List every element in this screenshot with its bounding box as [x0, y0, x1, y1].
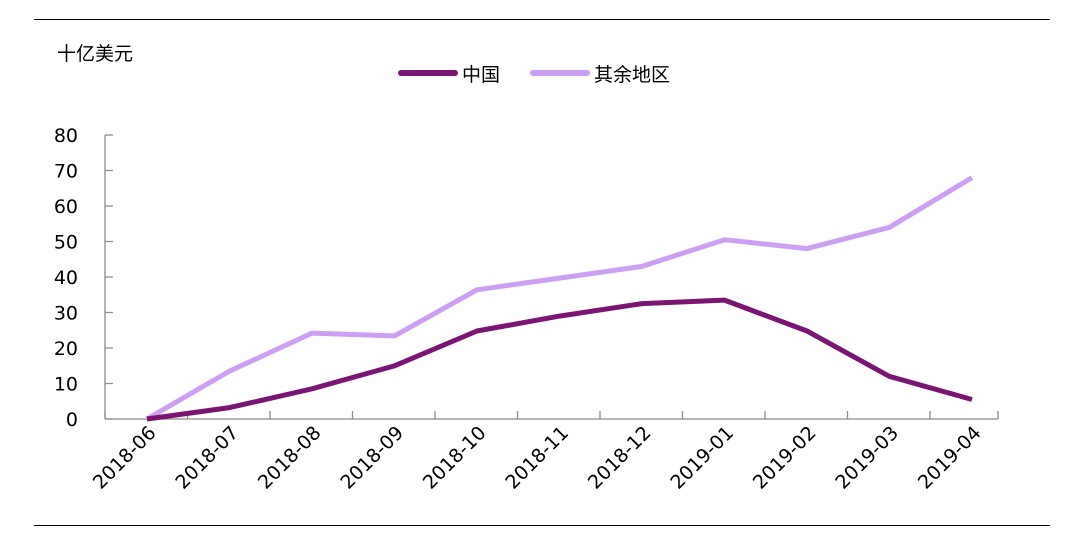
series-line-rest [145, 175, 974, 422]
series-line-china [146, 297, 973, 422]
y-tick-label: 60 [54, 196, 78, 218]
x-tick-label: 2019-01 [666, 422, 738, 494]
x-tick-label: 2018-12 [584, 422, 656, 494]
x-tick-label: 2018-11 [501, 422, 573, 494]
x-tick-label: 2018-09 [336, 422, 408, 494]
chart-series [145, 175, 974, 422]
legend-swatch-china [398, 70, 458, 76]
y-tick-label: 70 [54, 161, 78, 183]
bottom-rule [34, 525, 1050, 526]
x-tick-label: 2018-07 [171, 422, 243, 494]
legend-label-china: 中国 [462, 63, 501, 86]
x-tick-label: 2019-04 [914, 422, 986, 494]
legend: 中国 其余地区 [0, 60, 1080, 86]
y-axis-unit-label: 十亿美元 [57, 43, 134, 65]
x-tick-label: 2018-08 [254, 422, 326, 494]
legend-item-china: 中国 [398, 60, 500, 86]
legend-item-rest: 其余地区 [530, 60, 670, 86]
x-tick-label: 2019-02 [749, 422, 821, 494]
y-tick-label: 40 [54, 267, 78, 289]
y-tick-label: 30 [54, 303, 78, 325]
legend-label-rest: 其余地区 [594, 63, 671, 86]
x-tick-label: 2018-10 [419, 422, 491, 494]
y-tick-label: 80 [54, 125, 78, 147]
y-tick-label: 0 [66, 409, 78, 431]
y-tick-label: 50 [54, 232, 78, 254]
y-tick-label: 20 [54, 338, 78, 360]
y-tick-label: 10 [54, 374, 78, 396]
x-tick-label: 2018-06 [89, 422, 161, 494]
top-rule [34, 19, 1050, 20]
x-tick-label: 2019-03 [831, 422, 903, 494]
legend-swatch-rest [530, 70, 590, 76]
